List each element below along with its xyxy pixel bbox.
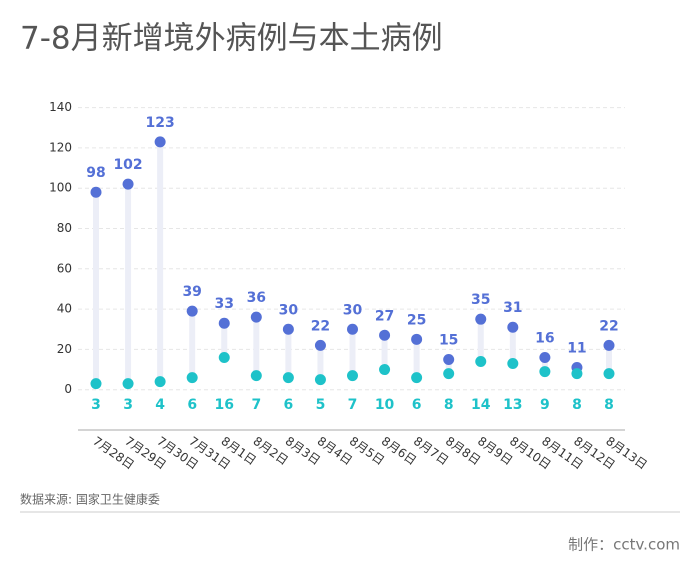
value-label: 22 [599, 318, 618, 334]
x-tick-label: 8月5日 [347, 434, 387, 468]
value-label: 22 [311, 318, 330, 334]
value-label: 13 [503, 397, 522, 413]
dot [411, 333, 423, 345]
value-label: 8 [604, 397, 614, 413]
x-tick-label: 8月2日 [251, 434, 291, 468]
dot [186, 372, 198, 384]
x-tick-label: 8月8日 [443, 434, 483, 468]
y-tick-label: 0 [64, 382, 72, 396]
value-label: 6 [187, 397, 197, 413]
dot [282, 323, 294, 335]
value-label: 9 [540, 397, 550, 413]
value-label: 25 [407, 312, 426, 328]
y-tick-label: 20 [57, 342, 72, 356]
value-label: 6 [412, 397, 422, 413]
dot [603, 368, 615, 380]
x-tick-label: 8月9日 [475, 434, 515, 468]
dot [443, 353, 455, 365]
value-label: 3 [123, 397, 133, 413]
y-tick-label: 100 [49, 181, 72, 195]
dot [507, 321, 519, 333]
value-label: 8 [444, 397, 454, 413]
dot [154, 376, 166, 388]
y-tick-label: 40 [57, 302, 72, 316]
value-label: 31 [503, 300, 522, 316]
dot [475, 355, 487, 367]
dot [379, 364, 391, 376]
value-label: 39 [182, 284, 201, 300]
dot [218, 351, 230, 363]
value-label: 33 [215, 296, 234, 312]
dot [475, 313, 487, 325]
value-label: 10 [375, 397, 395, 413]
value-label: 15 [439, 332, 458, 348]
value-label: 16 [535, 330, 554, 346]
x-tick-label: 8月7日 [411, 434, 451, 468]
dot [379, 329, 391, 341]
value-label: 8 [572, 397, 582, 413]
dot [507, 358, 519, 370]
value-label: 27 [375, 308, 394, 324]
value-label: 30 [279, 302, 299, 318]
y-tick-label: 80 [57, 221, 72, 235]
x-tick-label: 8月3日 [283, 434, 323, 468]
value-label: 16 [215, 397, 234, 413]
dot [282, 372, 294, 384]
dot [411, 372, 423, 384]
value-label: 4 [155, 397, 165, 413]
dot [443, 368, 455, 380]
value-label: 123 [146, 115, 175, 131]
dot [90, 186, 102, 198]
y-tick-label: 120 [49, 140, 72, 154]
value-label: 35 [471, 292, 490, 308]
value-label: 7 [251, 397, 261, 413]
value-label: 5 [316, 397, 326, 413]
value-label: 30 [343, 302, 363, 318]
credit: 制作：cctv.com [568, 536, 680, 554]
dot [314, 374, 326, 386]
dot [154, 136, 166, 148]
dot [539, 366, 551, 378]
y-tick-label: 140 [49, 100, 72, 114]
x-tick-label: 8月6日 [379, 434, 419, 468]
dot [90, 378, 102, 390]
value-label: 6 [284, 397, 294, 413]
value-label: 98 [86, 165, 105, 181]
dot [186, 305, 198, 317]
dot [603, 339, 615, 351]
source-note: 数据来源: 国家卫生健康委 [20, 492, 160, 507]
value-label: 7 [348, 397, 358, 413]
value-label: 3 [91, 397, 101, 413]
dot [347, 323, 358, 335]
value-label: 11 [567, 341, 586, 357]
value-label: 102 [113, 157, 142, 173]
value-label: 14 [471, 397, 491, 413]
dot [314, 339, 326, 351]
dot [571, 368, 583, 380]
x-tick-label: 8月4日 [315, 434, 355, 468]
dot [122, 178, 134, 190]
value-label: 36 [247, 290, 266, 306]
dot [250, 311, 262, 323]
dot [250, 370, 262, 382]
chart-title: 7-8月新增境外病例与本土病例 [20, 21, 443, 57]
y-tick-label: 60 [57, 261, 72, 275]
dot [347, 370, 358, 382]
dot [122, 378, 134, 390]
dot [218, 317, 230, 329]
dot [539, 351, 551, 363]
